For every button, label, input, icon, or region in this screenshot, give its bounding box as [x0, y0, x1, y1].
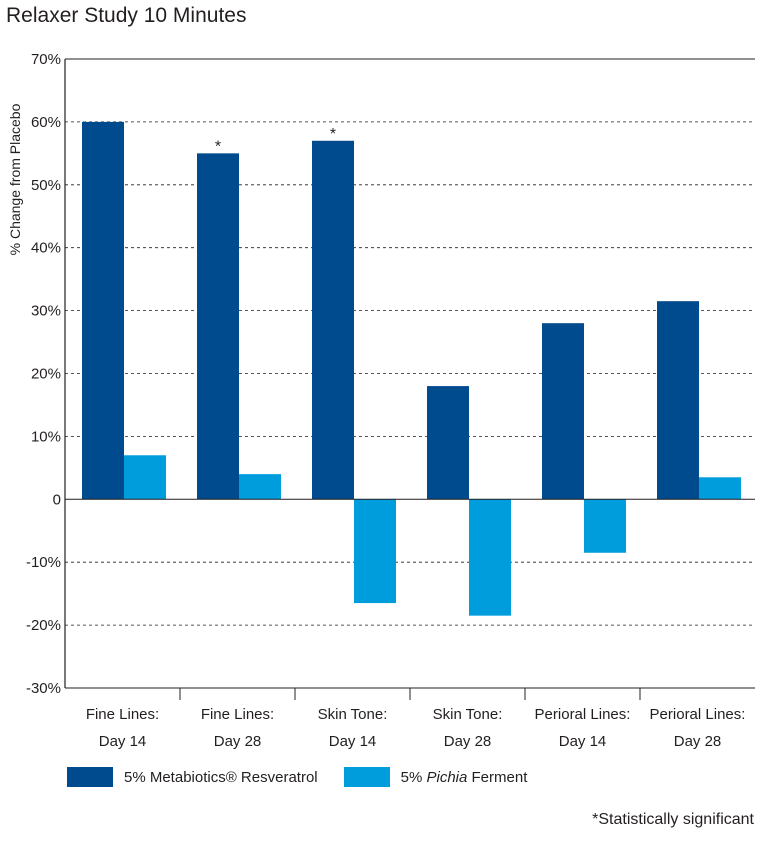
x-tick-label: Day 28 — [444, 733, 492, 750]
legend-label-pichia-italic: Pichia — [426, 768, 468, 786]
bar-resveratrol-2 — [312, 140, 354, 500]
y-axis-label: % Change from Placebo — [7, 103, 23, 255]
bar-pichia-3 — [469, 499, 511, 616]
footnote: *Statistically significant — [592, 811, 754, 828]
x-tick-label: Day 28 — [674, 733, 722, 750]
x-tick-label: Day 28 — [214, 733, 262, 750]
x-tick-label: Day 14 — [559, 733, 607, 750]
x-tick-label: Day 14 — [329, 733, 377, 750]
legend-swatch-pichia — [343, 767, 390, 787]
y-tick-label: 60% — [31, 114, 61, 131]
bar-pichia-0 — [124, 455, 166, 500]
legend-item-pichia: 5% Pichia Ferment — [343, 767, 528, 787]
bar-pichia-4 — [584, 499, 626, 553]
x-tick-label: Fine Lines: — [86, 706, 159, 723]
legend-swatch-resveratrol — [67, 767, 113, 787]
significance-marker: * — [330, 126, 336, 143]
x-tick-label: Fine Lines: — [201, 706, 274, 723]
bar-resveratrol-3 — [427, 386, 469, 500]
bar-resveratrol-1 — [197, 153, 239, 500]
legend-item-resveratrol: 5% Metabiotics® Resveratrol — [67, 767, 318, 787]
legend: 5% Metabiotics® Resveratrol 5% Pichia Fe… — [67, 767, 527, 787]
significance-marker: * — [215, 138, 221, 155]
chart-title: Relaxer Study 10 Minutes — [6, 4, 247, 27]
x-tick-label: Skin Tone: — [433, 706, 503, 723]
x-tick-label: Perioral Lines: — [650, 706, 746, 723]
y-tick-label: -30% — [26, 680, 61, 697]
bar-resveratrol-4 — [542, 323, 584, 500]
y-tick-label: 10% — [31, 428, 61, 445]
x-tick-label: Skin Tone: — [318, 706, 388, 723]
y-tick-label: -20% — [26, 617, 61, 634]
y-tick-label: 40% — [31, 240, 61, 257]
y-tick-label: 70% — [31, 51, 61, 68]
bar-chart: % Change from Placebo 70% 60% 50% 40% 30% 20% 1… — [7, 51, 755, 750]
x-tick-label: Perioral Lines: — [535, 706, 631, 723]
legend-label-pichia: 5% Pichia Ferment — [401, 769, 528, 786]
y-tick-label: 0 — [53, 491, 61, 508]
bar-resveratrol-0 — [82, 121, 124, 500]
y-tick-label: 50% — [31, 177, 61, 194]
legend-label-pichia-post: Ferment — [467, 768, 528, 786]
x-tick-label: Day 14 — [99, 733, 147, 750]
bar-pichia-2 — [354, 499, 396, 604]
legend-label-pichia-pre: 5% — [400, 768, 427, 786]
legend-label-resveratrol: 5% Metabiotics® Resveratrol — [124, 768, 318, 786]
bar-pichia-1 — [239, 474, 281, 500]
bar-pichia-5 — [699, 477, 741, 500]
y-tick-label: 30% — [31, 303, 61, 320]
y-tick-label: 20% — [31, 366, 61, 383]
bar-resveratrol-5 — [657, 301, 699, 500]
y-tick-label: -10% — [26, 554, 61, 571]
